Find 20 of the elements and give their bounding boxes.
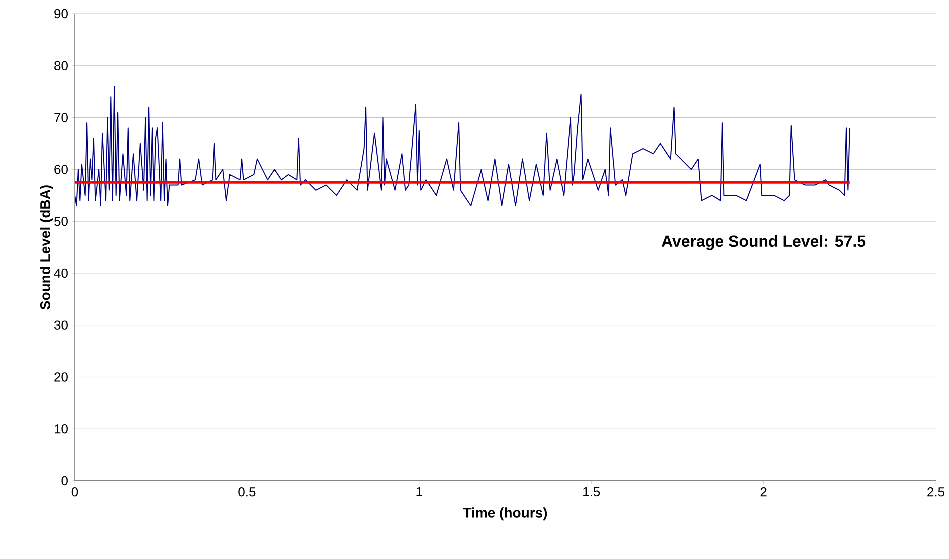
y-tick-label: 20	[54, 372, 68, 382]
x-tick-label: 2	[760, 488, 767, 497]
y-tick-label: 70	[54, 113, 68, 122]
annotation: Average Sound Level: 57.5	[662, 235, 866, 250]
x-tick-label: 0	[72, 488, 78, 497]
x-tick-label: 1.5	[584, 488, 600, 497]
y-tick-label: 0	[62, 476, 68, 486]
x-tick-label: 2.5	[928, 488, 944, 497]
x-tick-label: 1	[416, 488, 422, 496]
y-tick-label: 60	[54, 165, 68, 174]
line-series	[75, 86, 850, 206]
x-axis-title: Time (hours)	[463, 508, 548, 521]
x-tick-label: 0.5	[238, 488, 256, 497]
y-tick-label: 80	[54, 61, 68, 70]
y-tick-label: 50	[54, 216, 68, 226]
y-tick-label: 30	[54, 320, 68, 330]
y-tick-label: 90	[54, 9, 68, 19]
y-tick-label: 40	[54, 268, 68, 278]
y-axis-title: Sound Level (dBA)	[40, 186, 54, 310]
y-tick-label: 10	[54, 424, 68, 434]
